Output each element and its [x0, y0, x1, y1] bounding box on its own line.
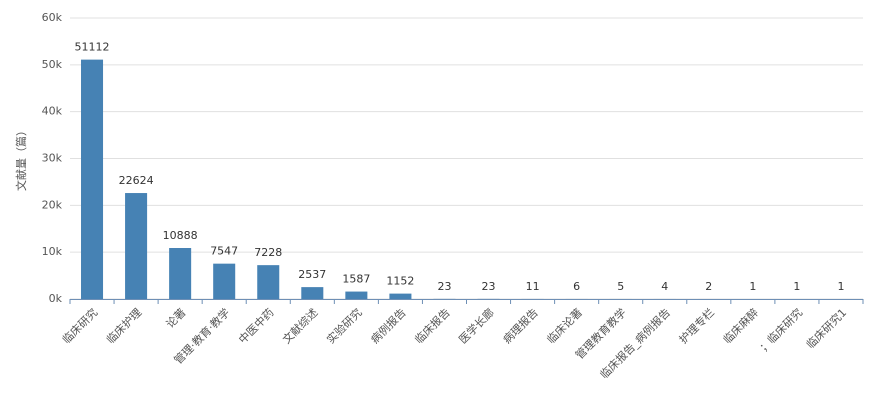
x-tick-label: ；临床研究 [756, 305, 805, 354]
x-tick-label: 临床麻醉 [720, 305, 761, 346]
x-tick-label: 实验研究 [324, 305, 365, 346]
data-label: 7547 [210, 245, 238, 258]
x-tick-label: 临床论著 [544, 305, 585, 346]
bar [389, 293, 412, 299]
bar [81, 59, 104, 300]
x-tick-label: 临床护理 [103, 305, 144, 346]
x-tick-label: 病例报告 [368, 305, 409, 346]
y-tick-label: 10k [42, 245, 63, 258]
x-tick-label: 文献综述 [280, 305, 321, 346]
y-tick-label: 0k [49, 292, 63, 305]
data-label: 10888 [163, 229, 198, 242]
data-label: 6 [573, 280, 580, 293]
bar [213, 263, 236, 299]
x-tick-label: 病理报告 [500, 305, 541, 346]
bar [257, 265, 280, 299]
data-label: 11 [526, 280, 540, 293]
data-label: 22624 [119, 174, 154, 187]
bar [169, 248, 192, 299]
bar [301, 287, 324, 299]
x-tick-label: 临床报告 [412, 305, 453, 346]
y-tick-label: 40k [42, 105, 63, 118]
x-tick-label: 中医中药 [236, 306, 276, 346]
bar [345, 291, 368, 299]
data-label: 2 [705, 280, 712, 293]
data-label: 1587 [342, 273, 370, 286]
data-label: 4 [661, 280, 668, 293]
y-tick-label: 30k [42, 152, 63, 165]
y-axis-label: 文献量（篇） [14, 125, 28, 191]
data-label: 1152 [386, 275, 414, 288]
y-tick-label: 60k [42, 11, 63, 24]
x-tick-label: 护理专栏 [676, 305, 717, 346]
data-label: 23 [437, 280, 451, 293]
data-label: 1 [837, 280, 844, 293]
data-label: 23 [482, 280, 496, 293]
x-tick-label: 医学长廊 [456, 305, 497, 346]
bar [125, 193, 148, 299]
data-label: 1 [793, 280, 800, 293]
data-label: 7228 [254, 246, 282, 259]
data-label: 2537 [298, 268, 326, 281]
x-tick-label: 论著 [163, 305, 188, 330]
y-tick-label: 50k [42, 58, 63, 71]
data-label: 1 [749, 280, 756, 293]
x-tick-label: 临床研究1 [803, 305, 849, 351]
data-label: 5 [617, 280, 624, 293]
y-tick-label: 20k [42, 198, 63, 211]
x-tick-label: 临床研究 [59, 305, 100, 346]
data-label: 51112 [75, 41, 110, 54]
